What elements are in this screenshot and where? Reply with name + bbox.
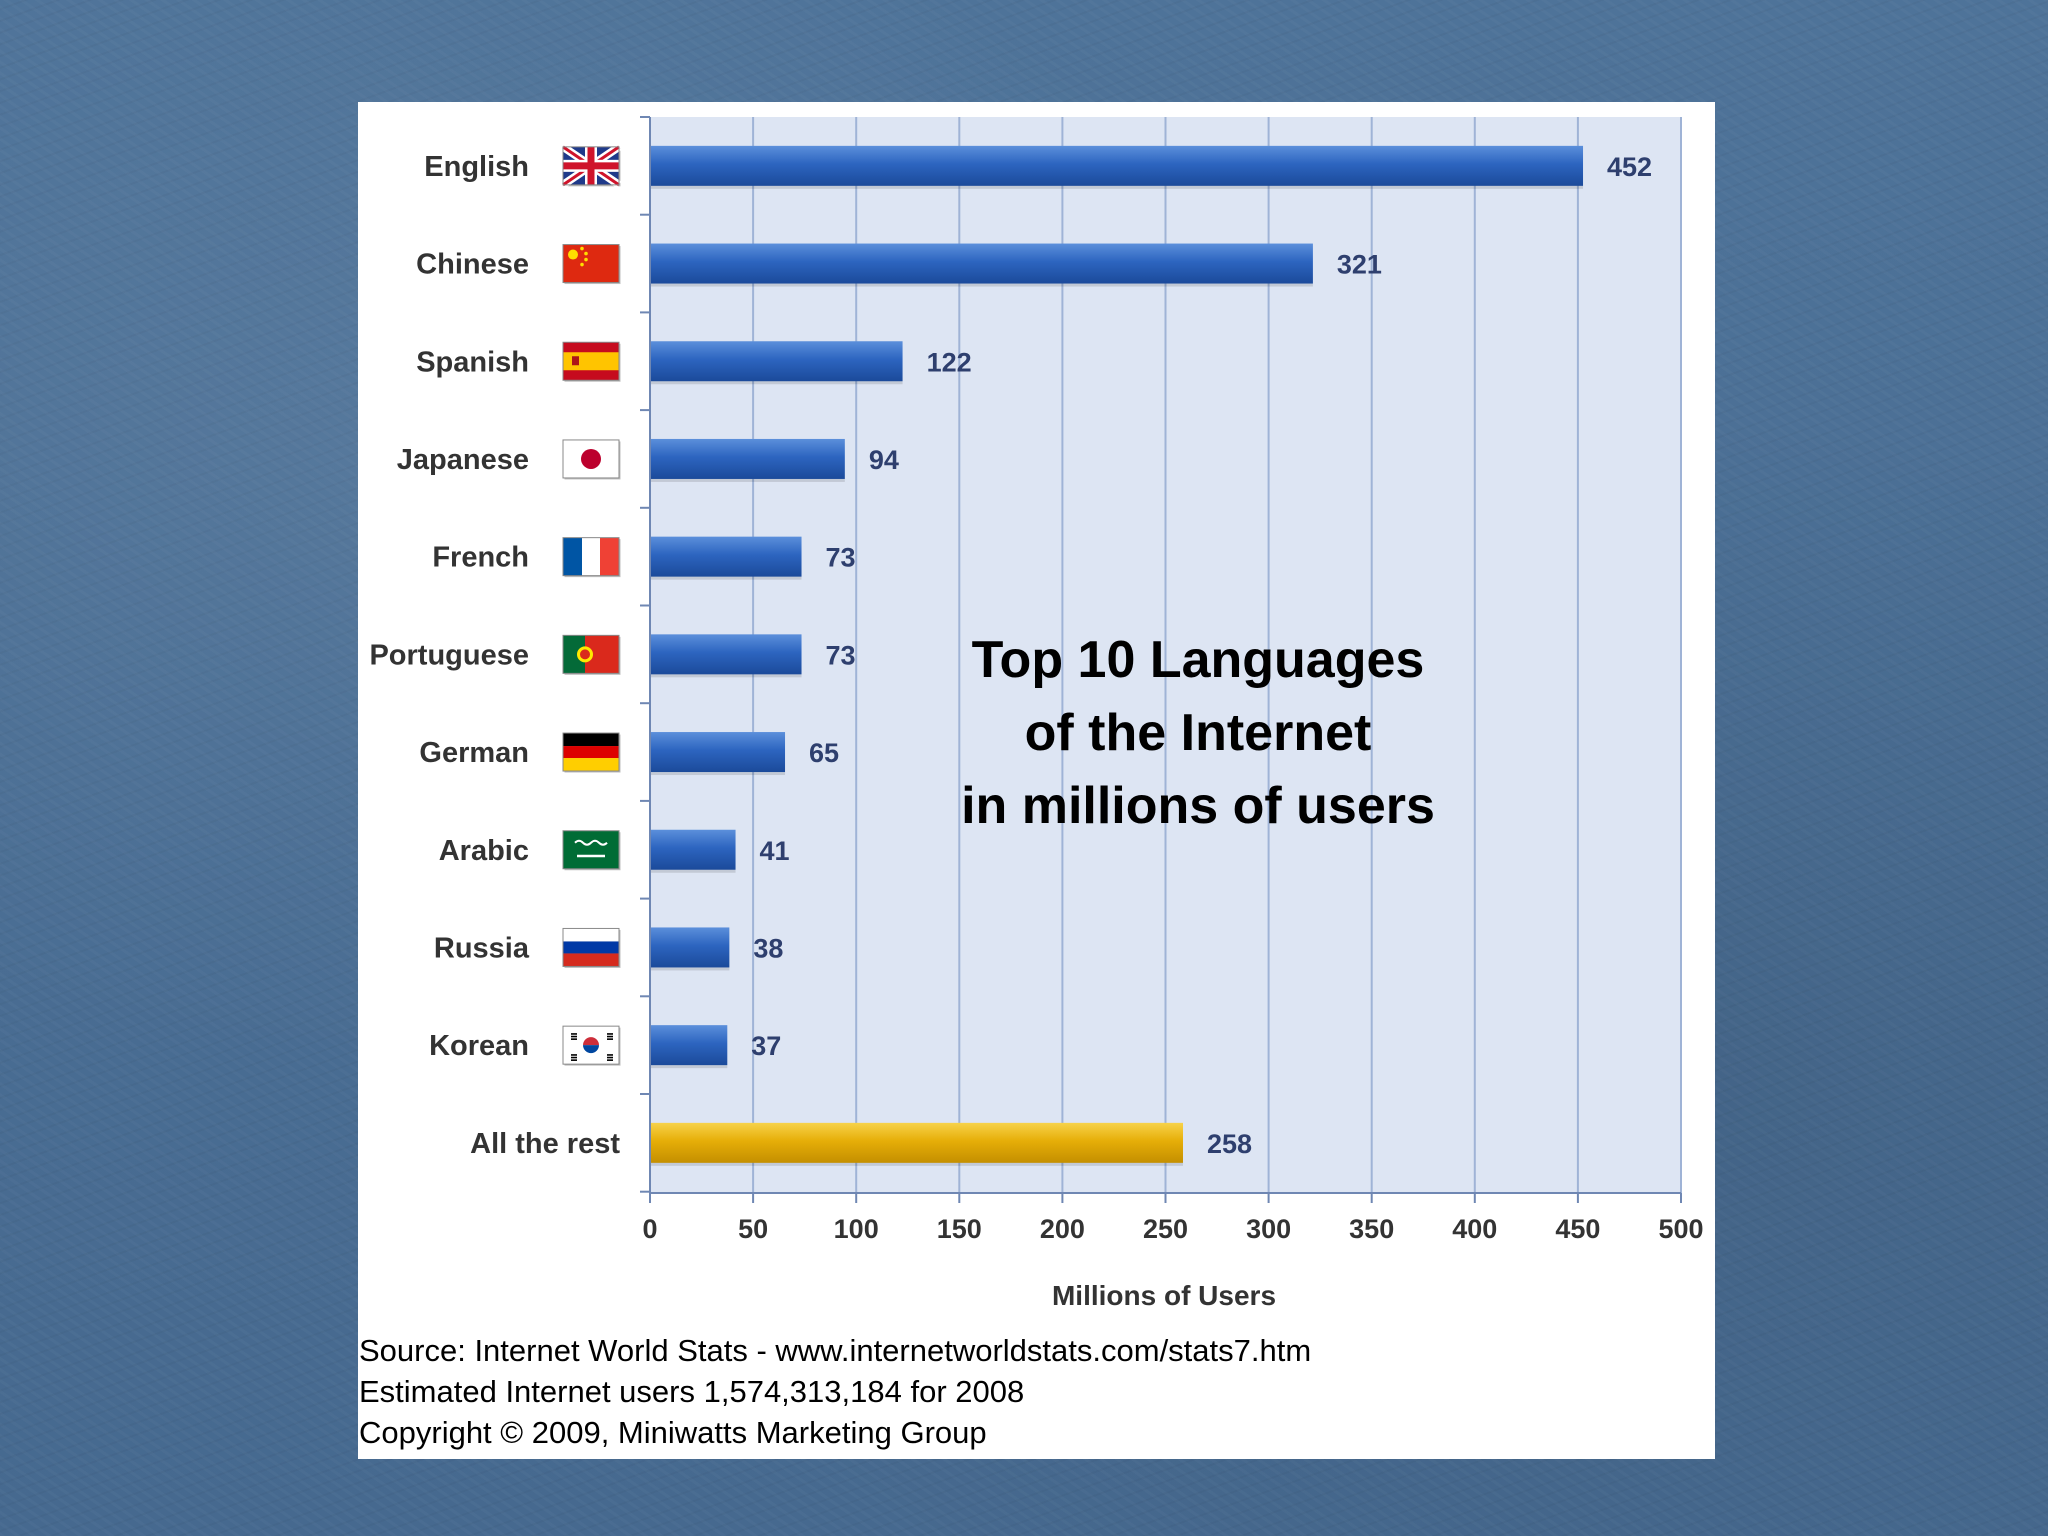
value-label: 258 [1207,1129,1252,1159]
category-label: German [419,737,529,769]
bar-shadow [651,869,736,873]
value-label: 73 [826,640,856,670]
x-tick-label: 0 [642,1214,657,1244]
bar-shadow [651,1162,1183,1166]
chart-title-line-1: Top 10 Languages [971,631,1425,689]
value-label: 41 [760,836,790,866]
x-axis-title: Millions of Users [1052,1280,1276,1311]
bar-shadow [651,576,802,580]
bar-russia [651,927,730,968]
category-label: All the rest [470,1128,620,1160]
bar-japanese [651,438,845,479]
chart-panel: English Chinese Spanish Japanese French Portu… [358,102,1715,1459]
bar-portuguese [651,634,802,675]
bar-spanish [651,341,903,382]
bar-french [651,536,802,577]
bar-shadow [651,967,730,971]
category-label: Japanese [397,444,529,476]
value-label: 38 [753,933,783,963]
bar-korean [651,1025,728,1066]
value-label: 452 [1607,152,1652,182]
category-label: Chinese [416,249,529,281]
russia-flag-icon [562,927,621,968]
x-tick-label: 350 [1349,1214,1394,1244]
portugal-flag-icon [562,634,621,675]
chart-footer: Source: Internet World Stats - www.inter… [359,1330,1311,1453]
germany-flag-icon [562,732,621,773]
bar-shadow [651,185,1584,189]
bar-shadow [651,381,903,385]
value-label: 321 [1337,250,1382,280]
bar-arabic [651,829,736,870]
category-label: Arabic [439,835,529,867]
korea-flag-icon [562,1025,621,1066]
bar-shadow [651,674,802,678]
bar-shadow [651,283,1313,287]
x-tick-label: 300 [1246,1214,1291,1244]
value-label: 37 [751,1031,781,1061]
spain-flag-icon [562,341,621,382]
x-tick-label: 100 [834,1214,879,1244]
saudi-arabia-flag-icon [562,830,621,871]
category-label: Russia [434,932,530,964]
x-tick-label: 150 [937,1214,982,1244]
x-tick-label: 250 [1143,1214,1188,1244]
value-label: 94 [869,445,899,475]
copyright-note: Copyright © 2009, Miniwatts Marketing Gr… [359,1415,987,1450]
france-flag-icon [562,537,621,578]
bar-german [651,732,786,773]
bar-shadow [651,772,786,776]
bar-english [651,145,1584,186]
category-label: Spanish [416,346,529,378]
value-label: 65 [809,738,839,768]
chart-title: Top 10 Languages of the Internet in mill… [948,624,1448,843]
bar-chinese [651,243,1313,284]
japan-flag-icon [562,439,621,480]
x-tick-label: 50 [738,1214,768,1244]
category-label: English [424,151,529,183]
x-tick-label: 450 [1555,1214,1600,1244]
x-tick-label: 200 [1040,1214,1085,1244]
category-label: Portuguese [369,639,529,671]
value-label: 73 [826,543,856,573]
uk-flag-icon [560,143,622,189]
x-tick-label: 400 [1452,1214,1497,1244]
bar-all-the-rest [651,1122,1183,1163]
category-label: Korean [429,1030,529,1062]
chart-title-line-3: in millions of users [961,777,1435,835]
chart-title-line-2: of the Internet [1024,704,1372,762]
bar-shadow [651,1065,728,1069]
value-label: 122 [927,347,972,377]
category-label: French [432,542,529,574]
bar-chart: English Chinese Spanish Japanese French Portu… [369,116,1704,1311]
china-flag-icon [562,244,621,285]
source-note: Source: Internet World Stats - www.inter… [359,1333,1312,1368]
bar-shadow [651,478,845,482]
x-tick-label: 500 [1658,1214,1703,1244]
estimate-note: Estimated Internet users 1,574,313,184 f… [359,1374,1025,1409]
